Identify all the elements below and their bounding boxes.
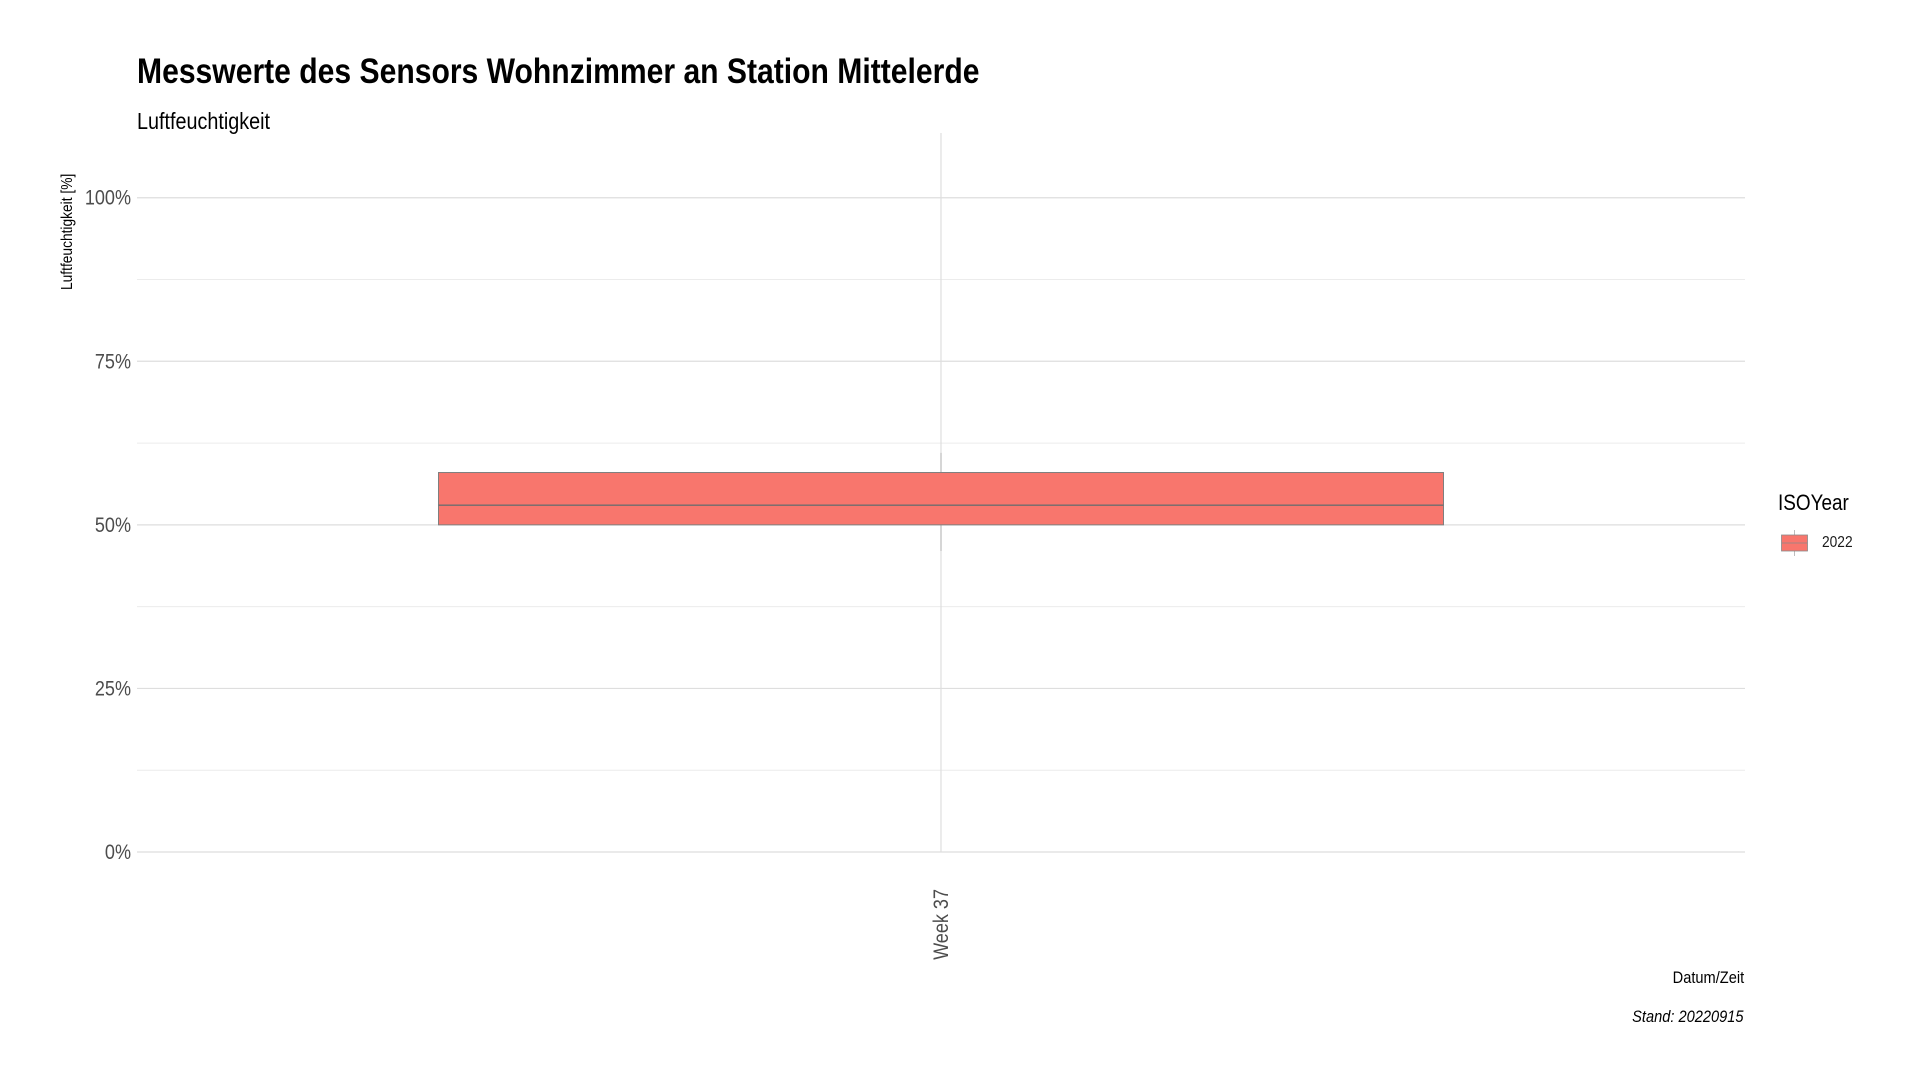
y-tick-label: 100% bbox=[85, 186, 131, 210]
x-tick-label: Week 37 bbox=[930, 889, 954, 960]
box-layer bbox=[438, 452, 1444, 552]
chart-subtitle: Luftfeuchtigkeit bbox=[137, 108, 271, 134]
legend-item: 2022 bbox=[1781, 530, 1858, 556]
legend-title: ISOYear bbox=[1778, 490, 1849, 515]
legend-key bbox=[1781, 530, 1808, 556]
chart-title: Messwerte des Sensors Wohnzimmer an Stat… bbox=[137, 52, 980, 91]
y-tick-label: 50% bbox=[95, 514, 131, 538]
chart-caption: Stand: 20220915 bbox=[1632, 1007, 1744, 1026]
y-tick-label: 0% bbox=[105, 841, 131, 865]
x-axis-label: Datum/Zeit bbox=[1672, 968, 1744, 987]
y-tick-labels: 0% 25% 50% 75% 100% bbox=[85, 186, 131, 864]
box-2022 bbox=[438, 472, 1444, 526]
y-tick-label: 75% bbox=[95, 350, 131, 374]
legend-label: 2022 bbox=[1822, 534, 1853, 551]
x-tick-labels: Week 37 bbox=[930, 889, 954, 960]
y-tick-label: 25% bbox=[95, 677, 131, 701]
